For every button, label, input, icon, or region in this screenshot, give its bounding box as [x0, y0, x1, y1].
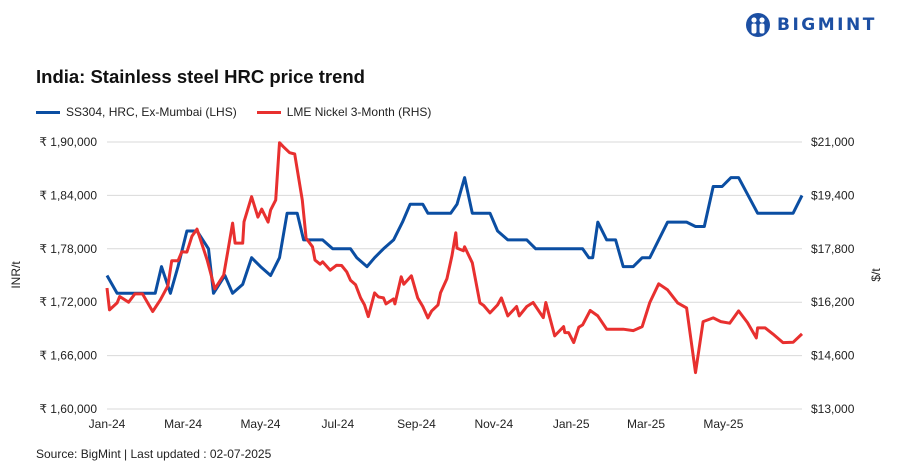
series-line-nickel — [105, 141, 804, 375]
x-tick-label: May-25 — [703, 417, 743, 431]
y-right-tick-label: $17,800 — [811, 242, 855, 256]
legend-label-nickel: LME Nickel 3-Month (RHS) — [286, 105, 432, 119]
y-left-tick-label: ₹ 1,72,000 — [39, 295, 97, 309]
x-tick-label: Nov-24 — [474, 417, 513, 431]
source-note: Source: BigMint | Last updated : 02-07-2… — [36, 447, 272, 461]
y-left-tick-label: ₹ 1,90,000 — [39, 135, 97, 149]
legend: SS304, HRC, Ex-Mumbai (LHS) LME Nickel 3… — [36, 105, 431, 119]
bigmint-logo-icon — [746, 13, 770, 37]
y-left-tick-label: ₹ 1,60,000 — [39, 402, 97, 416]
x-tick-label: Jan-24 — [89, 417, 126, 431]
y-left-tick-label: ₹ 1,78,000 — [39, 242, 97, 256]
series-line-ss304 — [105, 176, 804, 295]
y-right-tick-label: $14,600 — [811, 349, 855, 363]
y-right-tick-label: $13,000 — [811, 402, 855, 416]
y-left-tick-label: ₹ 1,84,000 — [39, 188, 97, 202]
legend-label-ss304: SS304, HRC, Ex-Mumbai (LHS) — [66, 105, 237, 119]
y-right-tick-label: $16,200 — [811, 295, 855, 309]
x-tick-label: Mar-24 — [164, 417, 202, 431]
y-right-tick-label: $19,400 — [811, 188, 855, 202]
y-right-tick-label: $21,000 — [811, 135, 855, 149]
y-left-axis-label: INR/t — [9, 261, 23, 289]
chart-title: India: Stainless steel HRC price trend — [36, 66, 365, 87]
legend-swatch-nickel — [256, 110, 281, 114]
x-tick-label: Jan-25 — [553, 417, 590, 431]
bigmint-logo: BIGMINT — [745, 12, 877, 38]
brand-name: BIGMINT — [777, 15, 877, 35]
legend-item-ss304: SS304, HRC, Ex-Mumbai (LHS) — [36, 105, 237, 119]
legend-swatch-ss304 — [36, 110, 60, 114]
x-tick-label: Sep-24 — [397, 417, 436, 431]
y-left-tick-label: ₹ 1,66,000 — [39, 349, 97, 363]
x-tick-label: Jul-24 — [321, 417, 354, 431]
x-tick-label: May-24 — [240, 417, 280, 431]
x-tick-label: Mar-25 — [627, 417, 665, 431]
y-right-axis-label: $/t — [869, 268, 883, 282]
legend-item-nickel: LME Nickel 3-Month (RHS) — [256, 105, 432, 119]
